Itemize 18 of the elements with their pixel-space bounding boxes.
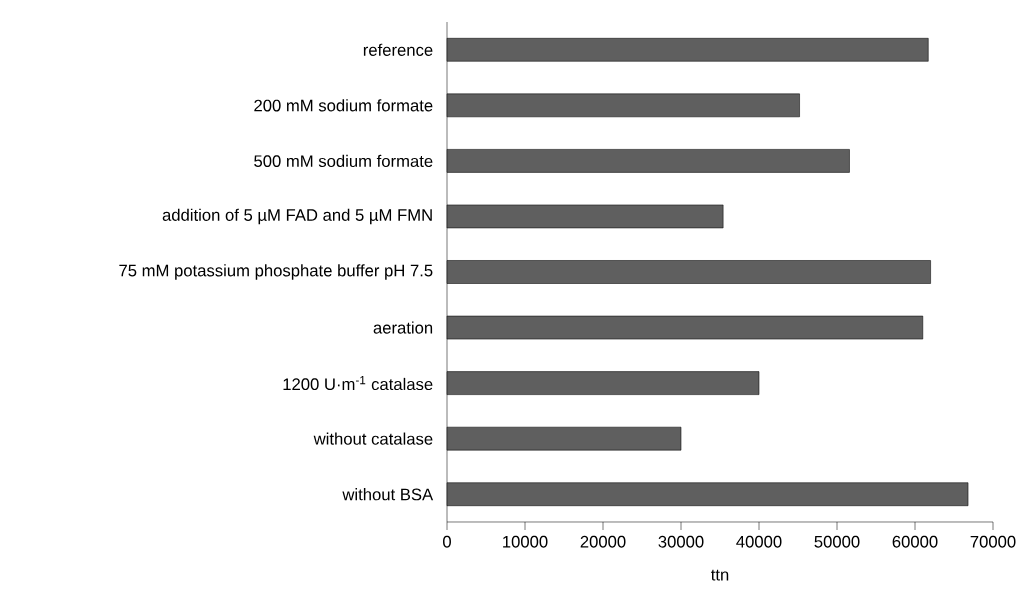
y-tick-label: 500 mM sodium formate — [254, 154, 433, 168]
y-tick-label: 200 mM sodium formate — [254, 99, 433, 112]
x-tick-label: 20000 — [580, 535, 626, 548]
x-tick-label: 0 — [443, 535, 451, 548]
x-tick-label: 10000 — [503, 535, 548, 548]
y-tick-label: 75 mM potassium phosphate buffer pH 7.5 — [119, 264, 433, 280]
x-axis-title: ttn — [710, 569, 729, 581]
x-tick-label: 70000 — [970, 535, 1016, 548]
y-tick-label: reference — [363, 43, 433, 56]
x-tick-label: 30000 — [658, 535, 704, 548]
y-tick-label: 1200 U·m$^{-1}$ catalase — [283, 376, 433, 391]
x-tick-label: 50000 — [814, 535, 860, 548]
y-tick-label: aeration — [373, 321, 433, 334]
y-tick-label: without BSA — [342, 488, 434, 501]
y-tick-label: addition of 5 µM FAD and 5 µM FMN — [162, 208, 432, 225]
y-tick-label: without catalase — [313, 432, 433, 445]
x-tick-label: 40000 — [736, 535, 782, 548]
x-tick-label: 60000 — [892, 535, 938, 548]
